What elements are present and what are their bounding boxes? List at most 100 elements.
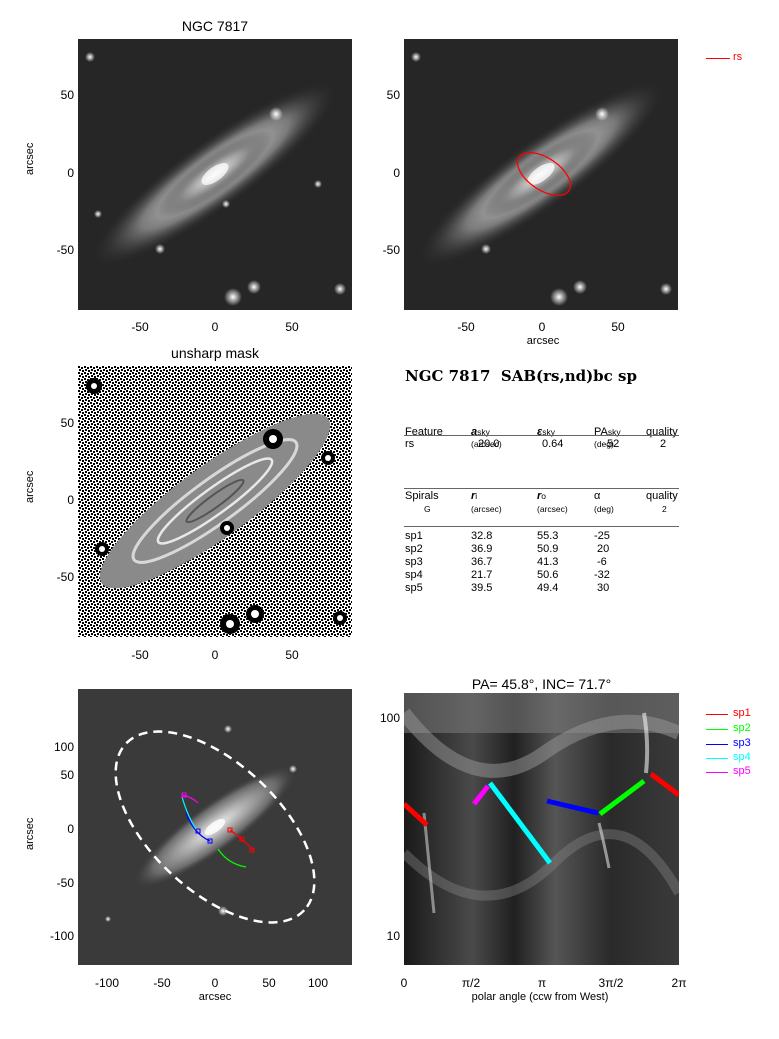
ri-unit: (arcsec) <box>471 504 502 514</box>
polar-plot-graphic <box>404 693 679 965</box>
spiral-alpha: -25 <box>594 530 610 542</box>
legend-sp4-line <box>706 758 728 759</box>
ro-unit: (arcsec) <box>537 504 568 514</box>
spiral-ro: 55.3 <box>537 530 559 542</box>
feature-a: 20.0 <box>478 438 500 450</box>
panel3-title: unsharp mask <box>171 345 259 361</box>
spiral-name: sp4 <box>405 569 423 581</box>
polar-sp1-b <box>649 772 679 797</box>
galaxy-image-1-graphic <box>78 39 352 310</box>
galaxy-image-2-graphic <box>404 39 678 310</box>
panel1-xtick: 0 <box>211 320 219 334</box>
polar-sp5 <box>472 784 490 806</box>
spiral-ri: 36.9 <box>471 543 493 555</box>
panel6-ytick: 10 <box>386 929 400 943</box>
legend-sp1-label: sp1 <box>733 707 751 719</box>
panel5-xtick: 100 <box>307 976 329 990</box>
spiral-quality-header: quality <box>646 490 678 502</box>
legend-sp3-line <box>706 744 728 745</box>
panel5-xtick: 50 <box>262 976 276 990</box>
a-sky-unit: (arcsec) <box>471 439 502 449</box>
table-rule <box>404 435 679 436</box>
alpha-header: α <box>594 490 601 502</box>
polar-sp4 <box>488 781 552 865</box>
panel2-xtick: 50 <box>611 320 625 334</box>
spiral-ro: 50.6 <box>537 569 559 581</box>
spiral-name: sp2 <box>405 543 423 555</box>
panel2-xtick: 0 <box>538 320 546 334</box>
spirals-group: G <box>424 504 431 514</box>
feature-quality: 2 <box>660 438 667 450</box>
spirals-header: Spirals <box>405 490 439 502</box>
disk-ellipse <box>114 730 316 924</box>
galaxy-image-2 <box>404 39 678 310</box>
unsharp-mask-image <box>78 366 352 637</box>
panel5-xtick: -50 <box>153 976 171 990</box>
panel3-ytick: 50 <box>60 416 74 430</box>
eps-sky-header: εsky <box>537 426 556 438</box>
ro-header: ro <box>537 490 547 502</box>
spiral-ri: 36.7 <box>471 556 493 568</box>
polar-sp2 <box>598 779 646 816</box>
panel2-xtick: -50 <box>457 320 475 334</box>
panel1-ytick: 0 <box>67 166 74 180</box>
feature-eps: 0.64 <box>542 438 564 450</box>
panel5-ytick: -100 <box>49 929 74 943</box>
a-sky-header: asky <box>471 426 490 438</box>
legend-sp2-label: sp2 <box>733 722 751 734</box>
spiral-ro: 50.9 <box>537 543 559 555</box>
table-heading: NGC 7817 SAB(rs,nd)bc sp <box>405 367 637 385</box>
panel3-ylabel: arcsec <box>24 470 36 503</box>
table-rule <box>404 526 679 527</box>
spiral-ro: 41.3 <box>537 556 559 568</box>
spiral-alpha: -32 <box>594 569 610 581</box>
legend-sp3-label: sp3 <box>733 737 751 749</box>
panel3-xtick: -50 <box>131 648 149 662</box>
legend-rs-line <box>706 58 730 59</box>
spiral-sp2 <box>217 848 247 868</box>
spiral-alpha: 30 <box>597 582 610 594</box>
panel6-xtick: 0 <box>400 976 408 990</box>
legend-rs-label: rs <box>733 51 743 63</box>
spiral-fit-image <box>78 689 352 965</box>
spiral-sp4 <box>181 796 197 830</box>
panel5-ytick: 0 <box>67 822 74 836</box>
rs-ellipse <box>516 151 572 197</box>
panel5-ylabel: arcsec <box>24 817 36 850</box>
panel1-xtick: 50 <box>285 320 299 334</box>
panel1-ylabel: arcsec <box>24 142 36 175</box>
spiral-ri: 39.5 <box>471 582 493 594</box>
alpha-unit: (deg) <box>594 504 614 514</box>
panel1-ytick: -50 <box>56 243 74 257</box>
table-rule <box>404 488 679 489</box>
panel6-xlabel: polar angle (ccw from West) <box>471 991 609 1003</box>
spiral-ro: 49.4 <box>537 582 559 594</box>
panel3-xtick: 50 <box>285 648 299 662</box>
feature-name: rs <box>405 438 415 450</box>
spiral-fit-graphic <box>78 689 352 965</box>
feature-pa: 52 <box>607 438 620 450</box>
panel1-xtick: -50 <box>131 320 149 334</box>
polar-sp3 <box>546 798 599 816</box>
panel5-xtick: 0 <box>211 976 219 990</box>
panel1-ytick: 50 <box>60 88 74 102</box>
legend-sp2-line <box>706 729 728 730</box>
panel2-ytick: 50 <box>386 88 400 102</box>
panel2-xlabel: arcsec <box>526 335 560 347</box>
spiral-name: sp1 <box>405 530 423 542</box>
panel5-ytick: 100 <box>53 740 74 754</box>
legend-sp4-label: sp4 <box>733 751 751 763</box>
panel6-xtick: 3π/2 <box>598 976 624 990</box>
spiral-sp5 <box>181 794 199 804</box>
feature-col-header: Feature <box>405 426 443 438</box>
pa-sky-unit: (deg) <box>594 439 614 449</box>
unsharp-mask-graphic <box>78 366 352 637</box>
panel3-ytick: 0 <box>67 493 74 507</box>
panel6-xtick: 2π <box>671 976 687 990</box>
spiral-ri: 21.7 <box>471 569 493 581</box>
panel5-ytick: -50 <box>56 876 74 890</box>
panel3-ytick: -50 <box>56 570 74 584</box>
spiral-alpha: -6 <box>597 556 607 568</box>
quality-header: quality <box>646 426 678 438</box>
panel1-title: NGC 7817 <box>181 18 249 34</box>
